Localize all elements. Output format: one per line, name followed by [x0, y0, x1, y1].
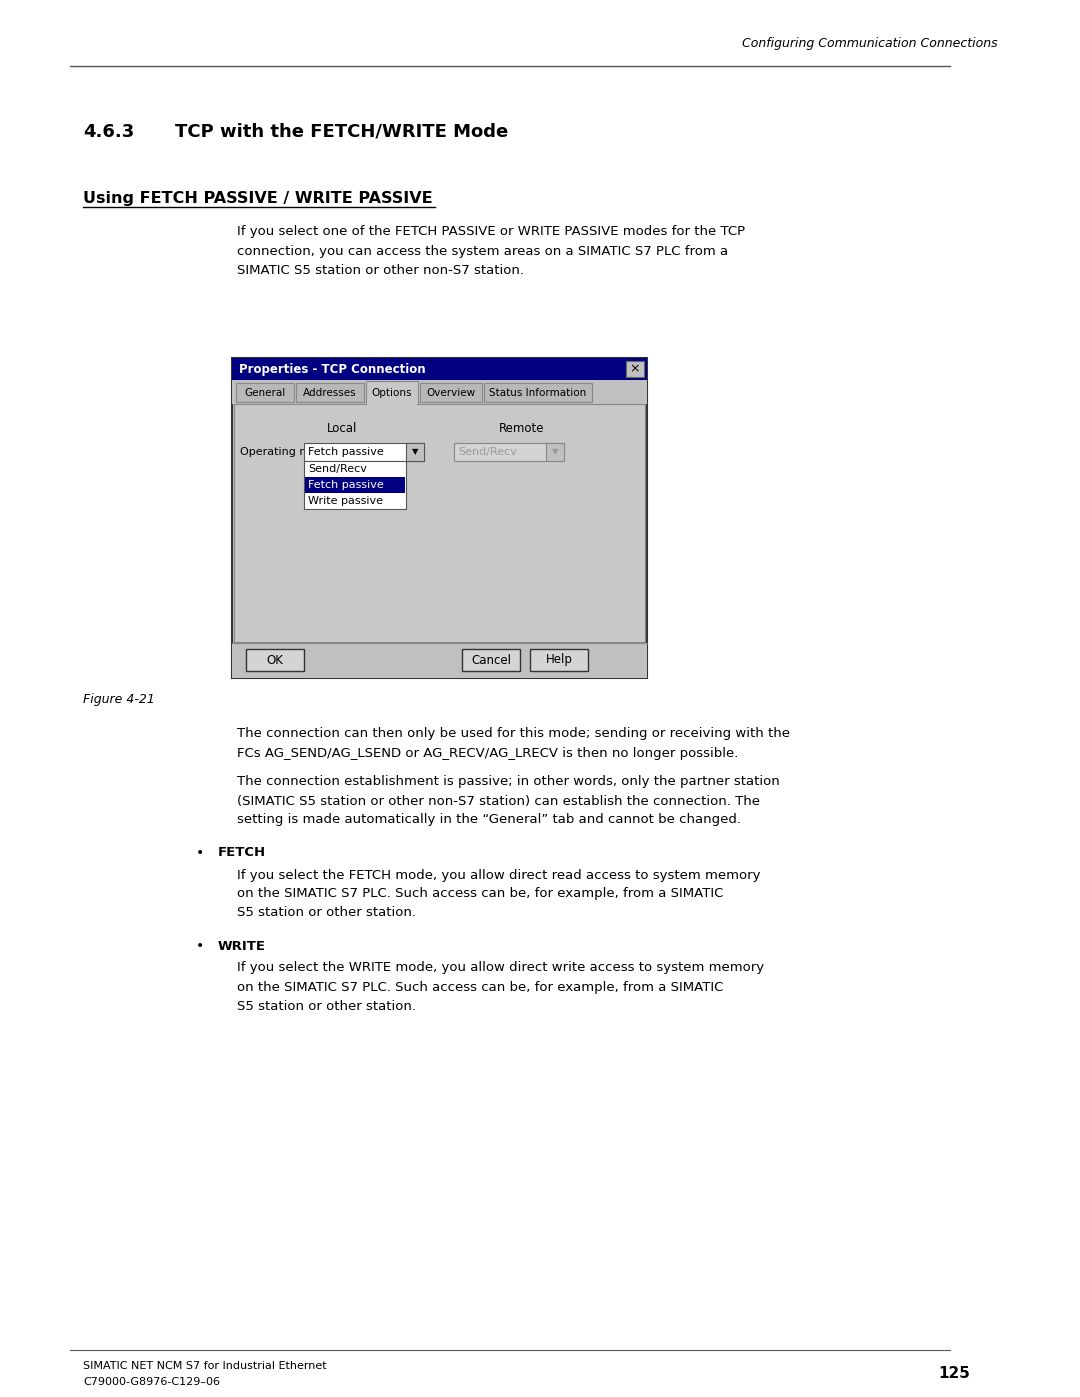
Bar: [530, 650, 588, 671]
Text: Cancel: Cancel: [471, 654, 511, 666]
Text: on the SIMATIC S7 PLC. Such access can be, for example, from a SIMATIC: on the SIMATIC S7 PLC. Such access can b…: [237, 981, 724, 993]
Text: If you select the FETCH mode, you allow direct read access to system memory: If you select the FETCH mode, you allow …: [237, 869, 760, 882]
Text: TCP with the FETCH/WRITE Mode: TCP with the FETCH/WRITE Mode: [175, 123, 509, 141]
Text: OK: OK: [267, 654, 283, 666]
Bar: [232, 358, 647, 678]
Text: S5 station or other station.: S5 station or other station.: [237, 999, 416, 1013]
Text: Figure 4-21: Figure 4-21: [83, 693, 154, 707]
Text: Help: Help: [545, 654, 572, 666]
Text: (SIMATIC S5 station or other non-S7 station) can establish the connection. The: (SIMATIC S5 station or other non-S7 stat…: [237, 795, 760, 807]
Bar: [406, 443, 424, 461]
Text: SIMATIC NET NCM S7 for Industrial Ethernet: SIMATIC NET NCM S7 for Industrial Ethern…: [83, 1361, 326, 1370]
Text: FETCH: FETCH: [218, 847, 266, 859]
Text: General: General: [244, 387, 285, 398]
Text: Operating mode:: Operating mode:: [240, 447, 335, 457]
Text: Options: Options: [372, 387, 413, 398]
Text: setting is made automatically in the “General” tab and cannot be changed.: setting is made automatically in the “Ge…: [237, 813, 741, 827]
Text: The connection establishment is passive; in other words, only the partner statio: The connection establishment is passive;…: [237, 775, 780, 788]
Bar: [232, 380, 647, 404]
Text: •: •: [195, 847, 204, 861]
Bar: [462, 650, 519, 671]
Bar: [367, 402, 417, 407]
Bar: [303, 461, 406, 509]
Bar: [232, 358, 647, 380]
Text: Remote: Remote: [499, 422, 544, 436]
Bar: [237, 383, 294, 402]
Bar: [234, 404, 645, 643]
Bar: [303, 443, 424, 461]
Text: 125: 125: [939, 1366, 970, 1382]
Text: ×: ×: [630, 362, 640, 376]
Text: Properties - TCP Connection: Properties - TCP Connection: [239, 362, 426, 376]
Text: Addresses: Addresses: [303, 387, 356, 398]
Text: If you select one of the FETCH PASSIVE or WRITE PASSIVE modes for the TCP: If you select one of the FETCH PASSIVE o…: [237, 225, 745, 239]
Text: Overview: Overview: [427, 387, 475, 398]
Text: Using FETCH PASSIVE / WRITE PASSIVE: Using FETCH PASSIVE / WRITE PASSIVE: [83, 190, 433, 205]
Text: connection, you can access the system areas on a SIMATIC S7 PLC from a: connection, you can access the system ar…: [237, 244, 728, 257]
Text: Write passive: Write passive: [308, 496, 383, 506]
Text: ▼: ▼: [552, 447, 558, 457]
Text: Fetch passive: Fetch passive: [308, 447, 383, 457]
Text: Local: Local: [327, 422, 357, 436]
Text: SIMATIC S5 station or other non-S7 station.: SIMATIC S5 station or other non-S7 stati…: [237, 264, 524, 277]
Bar: [305, 476, 405, 493]
Bar: [484, 383, 592, 402]
Text: •: •: [195, 939, 204, 953]
Bar: [546, 443, 564, 461]
Bar: [420, 383, 482, 402]
Text: C79000-G8976-C129–06: C79000-G8976-C129–06: [83, 1377, 220, 1387]
Text: Status Information: Status Information: [489, 387, 586, 398]
Text: S5 station or other station.: S5 station or other station.: [237, 907, 416, 919]
Bar: [296, 383, 364, 402]
Bar: [626, 360, 644, 377]
Bar: [232, 643, 647, 678]
Bar: [246, 650, 303, 671]
Bar: [366, 381, 418, 404]
Text: Send/Recv: Send/Recv: [458, 447, 517, 457]
Text: WRITE: WRITE: [218, 940, 266, 953]
Text: Fetch passive: Fetch passive: [308, 481, 383, 490]
Text: 4.6.3: 4.6.3: [83, 123, 134, 141]
Text: Send/Recv: Send/Recv: [308, 464, 367, 474]
Text: ▼: ▼: [411, 447, 418, 457]
Text: If you select the WRITE mode, you allow direct write access to system memory: If you select the WRITE mode, you allow …: [237, 961, 765, 975]
Bar: [454, 443, 564, 461]
Text: The connection can then only be used for this mode; sending or receiving with th: The connection can then only be used for…: [237, 728, 789, 740]
Text: FCs AG_SEND/AG_LSEND or AG_RECV/AG_LRECV is then no longer possible.: FCs AG_SEND/AG_LSEND or AG_RECV/AG_LRECV…: [237, 746, 739, 760]
Text: Configuring Communication Connections: Configuring Communication Connections: [742, 38, 998, 50]
Text: on the SIMATIC S7 PLC. Such access can be, for example, from a SIMATIC: on the SIMATIC S7 PLC. Such access can b…: [237, 887, 724, 901]
